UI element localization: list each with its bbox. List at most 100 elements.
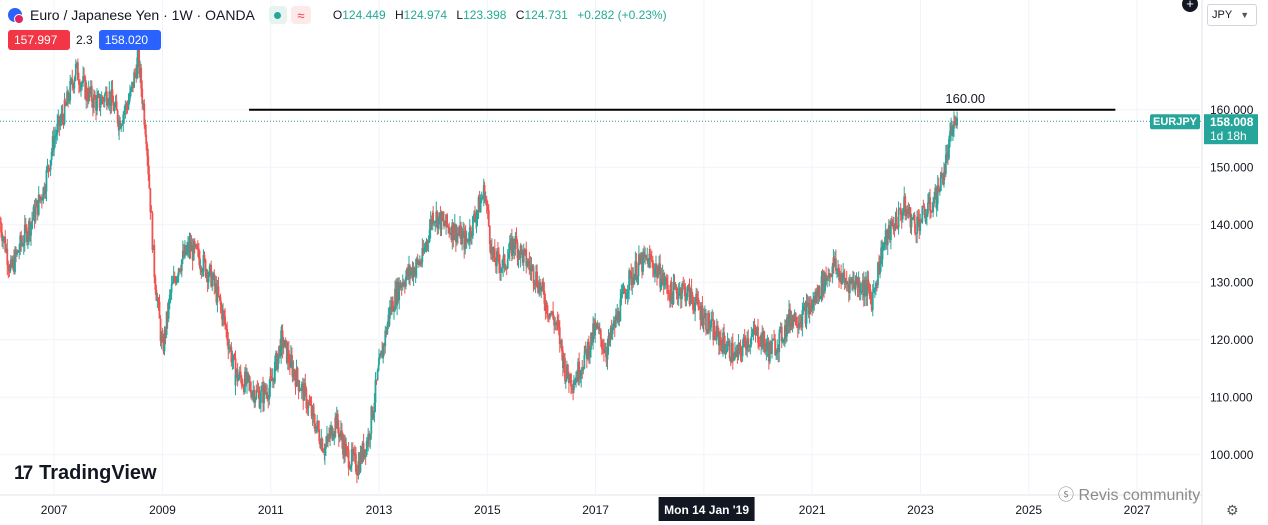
candle-body	[873, 288, 876, 290]
candle-body	[782, 338, 785, 342]
candle-body	[87, 88, 90, 102]
last-price-label: 158.008	[1210, 115, 1254, 129]
candle-body	[194, 244, 197, 247]
candle-body	[27, 235, 29, 242]
candle-body	[68, 100, 71, 102]
candle-body	[357, 460, 360, 476]
candle-body	[25, 227, 28, 242]
candle-body	[589, 349, 591, 358]
candle-body	[658, 263, 661, 273]
candle-body	[229, 347, 232, 349]
time-axis: 2007200920112013201520172019202120232025…	[41, 497, 1151, 521]
candle-body	[939, 172, 942, 191]
candle-body	[423, 248, 426, 253]
candle-body	[591, 332, 593, 343]
candle-body	[781, 341, 784, 343]
candle-body	[802, 306, 805, 311]
candle-body	[727, 340, 730, 343]
candle-body	[623, 288, 626, 294]
candle-body	[557, 322, 560, 328]
candle-body	[949, 131, 951, 139]
candle-body	[646, 258, 649, 260]
buy-button[interactable]: 158.020	[98, 30, 161, 50]
candle-body	[93, 94, 95, 108]
market-open-icon[interactable]	[268, 6, 287, 24]
candle-body	[682, 283, 685, 285]
candle-body	[180, 259, 183, 272]
candle-body	[9, 264, 12, 272]
candle-body	[909, 207, 912, 228]
candle-body	[501, 267, 503, 269]
candle-body	[74, 63, 77, 75]
candle-body	[88, 88, 91, 94]
candle-body	[251, 392, 254, 398]
candle-body	[166, 311, 169, 319]
candle-body	[585, 349, 588, 360]
candle-body	[168, 294, 171, 302]
candle-body	[629, 270, 632, 272]
candle-body	[683, 284, 686, 287]
tradingview-logo[interactable]: 17 TradingView	[14, 462, 157, 485]
candle-body	[829, 273, 832, 277]
candle-body	[76, 62, 79, 81]
gear-icon[interactable]: ⚙	[1226, 502, 1239, 518]
candle-body	[143, 103, 146, 125]
candle-body	[410, 268, 413, 272]
candle-body	[142, 103, 145, 105]
candle-body	[427, 241, 430, 243]
candle-body	[594, 322, 597, 336]
candle-body	[930, 211, 932, 213]
candle-body	[477, 197, 480, 211]
candle-body	[479, 200, 482, 213]
candle-body	[792, 315, 795, 322]
candle-body	[816, 291, 819, 297]
candle-body	[331, 426, 334, 440]
candle-body	[855, 277, 858, 283]
candle-body	[314, 423, 316, 432]
candle-body	[223, 311, 225, 317]
candle-body	[158, 301, 161, 319]
candle-body	[353, 452, 356, 454]
approx-icon[interactable]: ≈	[290, 6, 311, 24]
symbol-title[interactable]: Euro / Japanese Yen · 1W · OANDA	[30, 7, 255, 23]
candle-body	[614, 314, 617, 328]
candle-body	[315, 426, 318, 432]
currency-select[interactable]: JPY ▼	[1207, 4, 1257, 26]
candle-body	[670, 281, 673, 294]
candle-body	[30, 223, 32, 236]
candle-body	[559, 339, 562, 345]
plus-icon[interactable]: +	[1182, 0, 1198, 12]
candle-body	[73, 80, 76, 89]
candle-body	[240, 377, 243, 386]
candle-body	[517, 251, 520, 259]
candle-body	[64, 99, 66, 106]
candle-body	[287, 350, 290, 363]
candle-body	[126, 106, 129, 110]
candles	[0, 39, 959, 484]
candle-body	[669, 294, 671, 302]
candle-body	[610, 327, 613, 335]
candle-body	[686, 287, 689, 298]
candle-body	[264, 385, 266, 393]
candle-body	[891, 220, 893, 227]
candle-body	[620, 292, 623, 300]
candle-body	[558, 327, 561, 345]
spread-value: 2.3	[76, 33, 93, 47]
y-tick-label: 100.000	[1210, 448, 1254, 462]
sell-button[interactable]: 157.997	[8, 30, 70, 50]
candle-body	[819, 297, 822, 299]
candle-body	[563, 358, 565, 368]
candle-body	[134, 72, 137, 74]
candle-body	[46, 165, 49, 170]
candle-body	[57, 116, 60, 124]
candle-body	[778, 329, 781, 334]
candle-body	[338, 433, 341, 438]
candle-body	[356, 474, 359, 476]
candle-body	[83, 76, 86, 78]
candle-body	[548, 314, 550, 318]
candle-body	[103, 94, 106, 102]
candle-body	[818, 286, 821, 298]
candle-body	[678, 288, 681, 293]
candle-body	[655, 265, 657, 269]
